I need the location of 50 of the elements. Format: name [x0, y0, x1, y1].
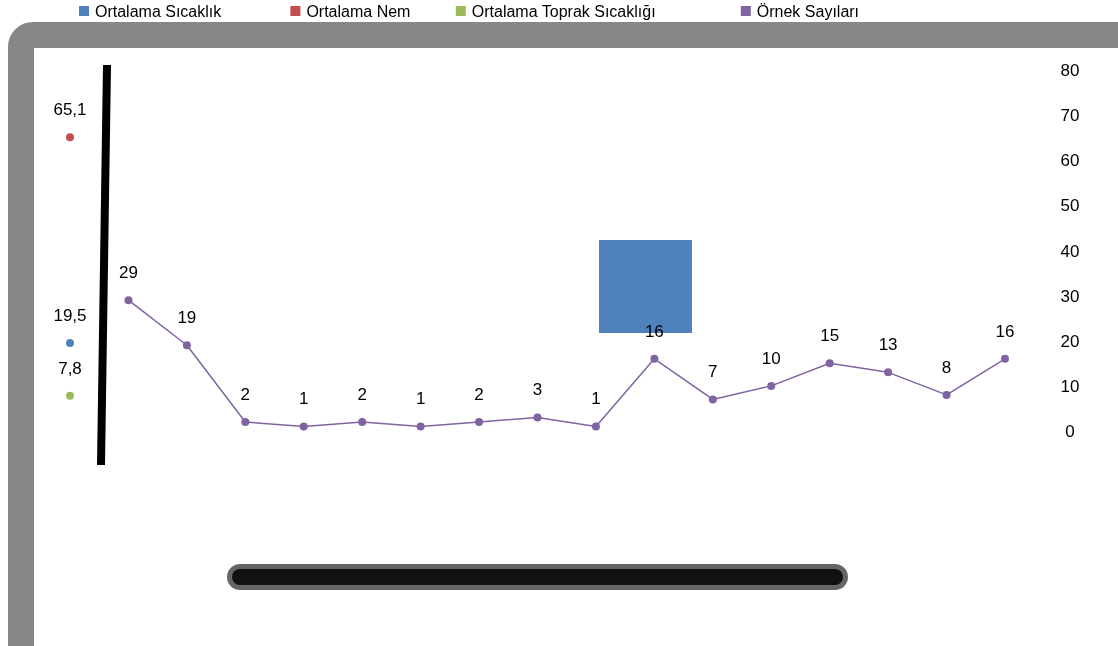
data-label: 15 [820, 326, 840, 346]
data-label: 2 [474, 384, 484, 404]
point [533, 413, 542, 422]
point [825, 359, 834, 368]
y-tick-label: 10 [1060, 376, 1080, 396]
point [416, 422, 425, 431]
data-label: 3 [532, 380, 543, 400]
data-label: 29 [118, 263, 138, 283]
point [591, 422, 600, 431]
data-label: 19,5 [53, 306, 87, 326]
data-label: 7 [708, 362, 718, 382]
y-tick-label: 60 [1060, 151, 1080, 171]
data-label: 1 [415, 389, 426, 409]
y-tick-label: 30 [1060, 286, 1080, 306]
data-label: 7,8 [58, 358, 82, 378]
point [884, 368, 893, 377]
point [708, 395, 717, 404]
legend-label: Ortalama Nem [306, 3, 411, 20]
data-label: 1 [299, 389, 309, 409]
point [66, 391, 74, 400]
data-label: 2 [357, 384, 367, 404]
point [124, 296, 133, 305]
y-tick-label: 0 [1065, 422, 1075, 441]
data-label: 1 [591, 389, 601, 409]
y-tick-label: 40 [1060, 241, 1080, 261]
data-label: 65,1 [53, 100, 87, 120]
data-label: 10 [761, 348, 781, 368]
point [1001, 354, 1009, 363]
legend-label: Ortalama Sıcaklık [95, 3, 223, 20]
data-label: 8 [941, 357, 952, 377]
legend-label: Ortalama Toprak Sıcaklığı [471, 3, 656, 20]
y-tick-label: 80 [1060, 61, 1080, 80]
data-label: 13 [878, 335, 898, 355]
data-label: 2 [240, 384, 251, 404]
point [241, 417, 250, 426]
point [650, 354, 659, 363]
point [358, 417, 367, 426]
y-tick-label: 70 [1060, 106, 1080, 126]
legend-label: Örnek Sayıları [756, 3, 860, 20]
data-label: 19 [177, 308, 197, 328]
point [942, 390, 951, 399]
point [66, 133, 74, 142]
y-tick-label: 50 [1060, 196, 1080, 216]
point [767, 381, 776, 390]
data-label: 16 [995, 321, 1015, 341]
point [66, 339, 74, 348]
y-tick-label: 20 [1060, 331, 1080, 351]
point [182, 341, 191, 350]
point [475, 417, 484, 426]
point [299, 422, 308, 431]
